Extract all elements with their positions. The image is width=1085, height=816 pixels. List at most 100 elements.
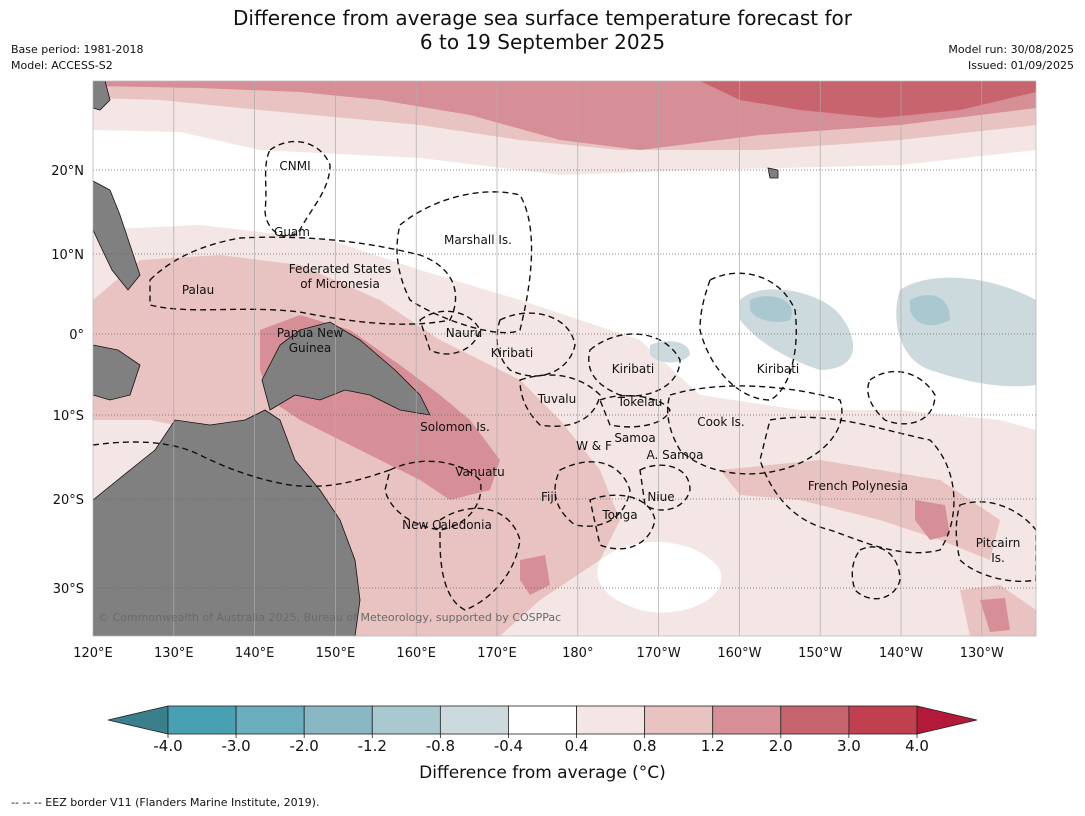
lat-tick-label: 10°N (51, 248, 84, 263)
colorbar-segment (848, 705, 918, 735)
title-line1: Difference from average sea surface temp… (232, 6, 852, 30)
chart-title: Difference from average sea surface temp… (0, 6, 1085, 54)
taiwan-land (93, 81, 111, 111)
colorbar-tick-label: -0.8 (426, 737, 455, 755)
label-french-polynesia: French Polynesia (808, 479, 908, 493)
anomaly-medium-pink (93, 81, 1036, 636)
anomaly-red (700, 81, 1036, 118)
philippines-land (93, 180, 141, 291)
label-kiribati-central: Kiribati (612, 362, 654, 376)
graticule (93, 81, 1036, 636)
map-panel (93, 81, 1036, 636)
colorbar-segment (371, 705, 441, 735)
label-samoa: Samoa (614, 431, 655, 445)
lat-tick-label: 0° (69, 328, 84, 343)
colorbar-extend-high (916, 705, 978, 735)
label-marshall-islands: Marshall Is. (444, 233, 512, 247)
colorbar-tick-label: -1.2 (358, 737, 387, 755)
label-kiribati-east: Kiribati (757, 362, 799, 376)
eez-borders (93, 140, 1036, 611)
colorbar-tick-label: -4.0 (153, 737, 182, 755)
eez-legend-note: -- -- -- EEZ border V11 (Flanders Marine… (11, 796, 320, 809)
colorbar-extend-low (107, 705, 169, 735)
label-vanuatu: Vanuatu (455, 465, 505, 479)
label-fsm-line1: Federated States (289, 262, 391, 276)
colorbar-tick-label: 0.4 (565, 737, 589, 755)
colorbar-tick-label: 3.0 (837, 737, 861, 755)
colorbar: -4.0 -3.0 -2.0 -1.2 -0.8 -0.4 0.4 0.8 1.2 2.0 3.0 4… (107, 705, 978, 755)
colorbar-title: Difference from average (°C) (419, 763, 666, 783)
label-png-line1: Papua New (277, 326, 344, 340)
colorbar-tick-label: -2.0 (290, 737, 319, 755)
colorbar-segment (712, 705, 782, 735)
lon-tick-label: 150°W (798, 646, 842, 661)
lon-tick-label: 130°W (960, 646, 1004, 661)
lon-tick-label: 130°E (154, 646, 194, 661)
colorbar-segment (167, 705, 237, 735)
meta-right: Model run: 30/08/2025 Issued: 01/09/2025 (948, 42, 1074, 74)
anomaly-blue (750, 295, 950, 326)
label-pitcairn-line1: Pitcairn (976, 536, 1021, 550)
label-pitcairn-line2: Is. (991, 551, 1005, 565)
colorbar-segment (780, 705, 850, 735)
colorbar-tick-label: -0.4 (494, 737, 523, 755)
colorbar-tick-label: 4.0 (905, 737, 929, 755)
colorbar-segment (644, 705, 714, 735)
colorbar-tick-label: 2.0 (769, 737, 793, 755)
colorbar-tick-label: 1.2 (701, 737, 725, 755)
colorbar-tick-label: -3.0 (221, 737, 250, 755)
label-fsm-line2: of Micronesia (300, 277, 380, 291)
label-niue: Niue (647, 490, 674, 504)
map-frame (92, 80, 1037, 637)
label-kiribati-west: Kiribati (491, 346, 533, 360)
issued-date: Issued: 01/09/2025 (967, 59, 1074, 72)
label-solomon-islands: Solomon Is. (420, 420, 490, 434)
label-fiji: Fiji (541, 490, 557, 504)
colorbar-segment (235, 705, 305, 735)
colorbar-tick-label: 0.8 (633, 737, 657, 755)
label-palau: Palau (182, 283, 214, 297)
label-cnmi: CNMI (279, 159, 310, 173)
base-period: Base period: 1981-2018 (11, 43, 144, 56)
label-wallis-futuna: W & F (576, 439, 612, 453)
label-tuvalu: Tuvalu (537, 392, 577, 406)
label-new-caledonia: New Caledonia (402, 518, 492, 532)
label-tokelau: Tokelau (617, 395, 663, 409)
lon-tick-label: 120°E (73, 646, 113, 661)
label-png-line2: Guinea (289, 341, 332, 355)
lat-tick-label: 30°S (53, 582, 84, 597)
model-run: Model run: 30/08/2025 (948, 43, 1074, 56)
lat-tick-label: 20°S (53, 493, 84, 508)
meta-left: Base period: 1981-2018 Model: ACCESS-S2 (11, 42, 143, 74)
lon-tick-label: 180° (562, 646, 593, 661)
lon-tick-label: 160°W (717, 646, 761, 661)
colorbar-segment (439, 705, 509, 735)
lat-tick-label: 10°S (53, 409, 84, 424)
hawaii-land (767, 167, 779, 179)
lon-tick-label: 140°E (235, 646, 275, 661)
lon-tick-label: 170°E (477, 646, 517, 661)
new-guinea-land (261, 321, 431, 416)
australia-land (93, 409, 361, 636)
latitude-tick-labels: 20°N 10°N 0° 10°S 20°S 30°S (51, 164, 84, 597)
borneo-land (93, 344, 141, 401)
colorbar-segment (508, 705, 577, 735)
eez-region-labels: CNMI Guam Marshall Is. Federated States … (182, 159, 1020, 565)
label-tonga: Tonga (601, 508, 637, 522)
lon-tick-label: 170°W (637, 646, 681, 661)
lon-tick-label: 150°E (316, 646, 356, 661)
copyright-notice: © Commonwealth of Australia 2025, Bureau… (98, 611, 561, 624)
model-name: Model: ACCESS-S2 (11, 59, 113, 72)
lon-tick-label: 160°E (396, 646, 436, 661)
longitude-tick-labels: 120°E 130°E 140°E 150°E 160°E 170°E 180° 170°W 1… (73, 646, 1004, 661)
title-line2: 6 to 19 September 2025 (419, 30, 666, 54)
lon-tick-label: 140°W (879, 646, 923, 661)
anomaly-white-patch (597, 541, 722, 613)
lat-tick-label: 20°N (51, 164, 84, 179)
label-cook-islands: Cook Is. (697, 415, 744, 429)
label-guam: Guam (274, 225, 310, 239)
colorbar-segment (576, 705, 646, 735)
label-american-samoa: A. Samoa (647, 448, 704, 462)
label-nauru: Nauru (446, 326, 482, 340)
